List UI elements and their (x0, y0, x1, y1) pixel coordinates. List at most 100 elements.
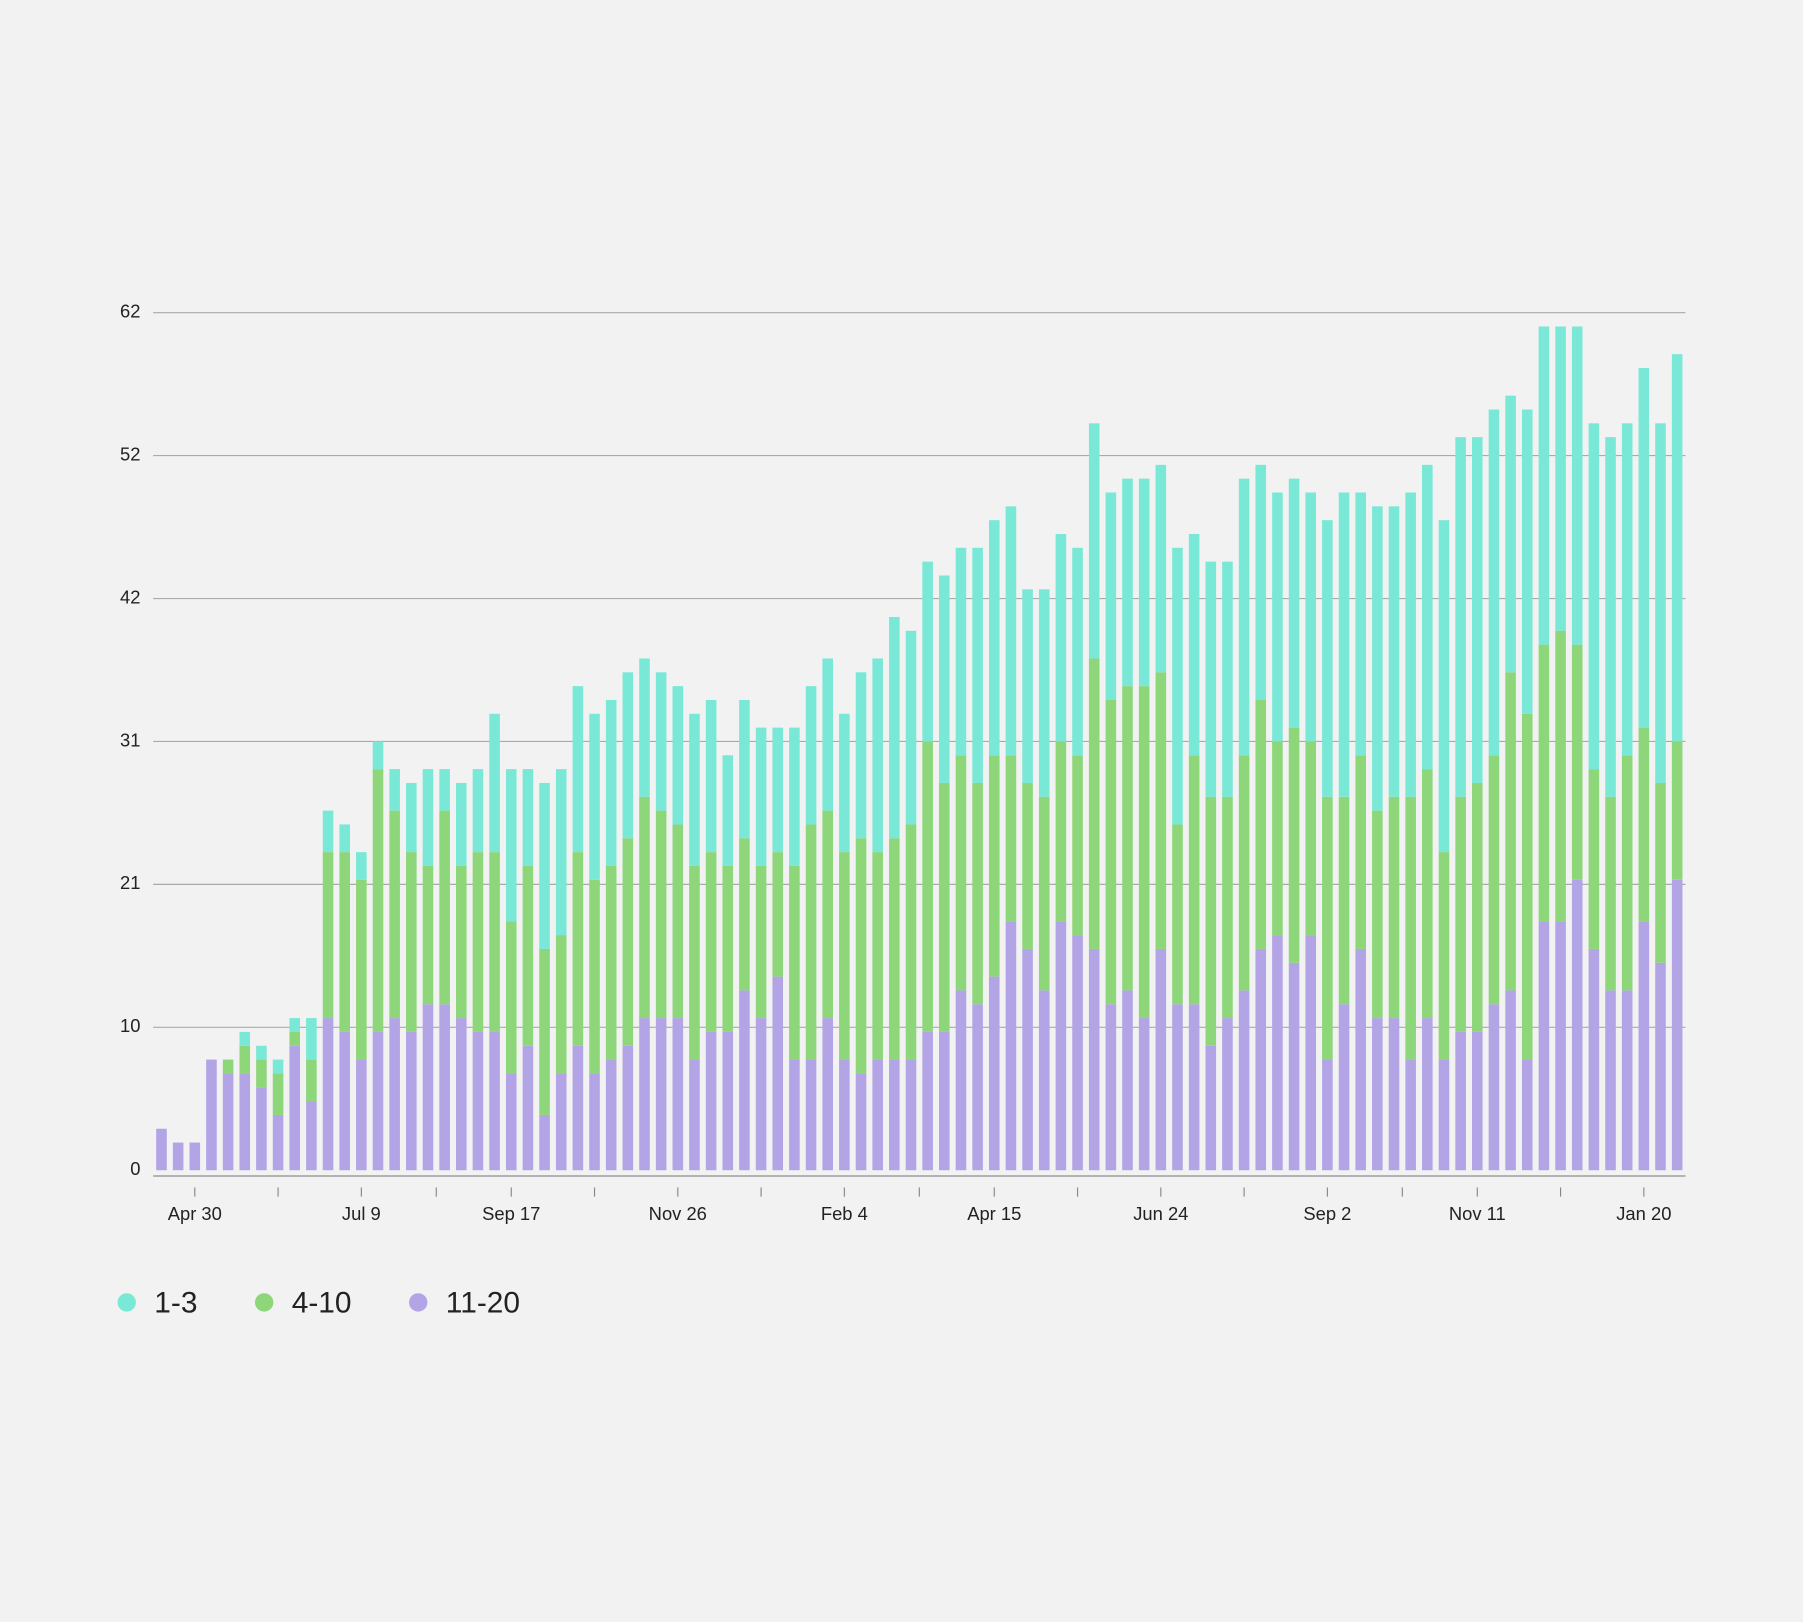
bar-segment (689, 713, 700, 866)
bar-segment (1272, 935, 1283, 1171)
bar-segment (1122, 686, 1133, 991)
x-tick-label: Feb 4 (821, 1203, 868, 1224)
bar-segment (1338, 1004, 1350, 1171)
bar-segment (1621, 755, 1633, 991)
bar-segment (1555, 630, 1566, 922)
bar-segment (622, 672, 634, 839)
bar-segment (1172, 1004, 1183, 1171)
bar-segment (222, 1059, 234, 1074)
bar-segment (222, 1073, 234, 1171)
bar-segment (922, 561, 933, 742)
bar-segment (1305, 935, 1317, 1171)
bar-segment (189, 1142, 201, 1171)
bar-segment (339, 824, 350, 853)
bar-segment (822, 658, 833, 811)
bar-segment (306, 1101, 317, 1171)
bar-segment (1638, 921, 1650, 1171)
bar-segment (1405, 492, 1416, 797)
bar-segment (605, 699, 617, 866)
bar-segment (905, 824, 917, 1060)
bar-segment (755, 727, 767, 866)
bar-segment (689, 1059, 700, 1171)
bar-segment (1222, 1018, 1233, 1171)
bar-segment (622, 1045, 634, 1171)
bar-segment (639, 1018, 650, 1171)
bar-segment (439, 810, 450, 1005)
bar-segment (872, 658, 883, 853)
bar-segment (389, 1018, 400, 1171)
bar-segment (1372, 810, 1383, 1019)
bar-segment (1255, 464, 1267, 700)
bar-segment (789, 727, 800, 866)
bar-segment (655, 1018, 667, 1171)
bar-segment (1155, 672, 1167, 949)
bar-segment (672, 824, 684, 1019)
y-tick-label: 42 (120, 586, 140, 607)
bar-segment (1222, 561, 1233, 797)
bar-segment (422, 769, 434, 866)
bar-segment (1205, 796, 1217, 1046)
bar-segment (306, 1059, 317, 1102)
bar-segment (1072, 547, 1083, 756)
bar-segment (1138, 1018, 1150, 1171)
bar-segment (539, 948, 550, 1115)
bar-segment (1238, 755, 1250, 991)
bar-segment (539, 1114, 550, 1171)
bar-segment (322, 810, 334, 853)
bar-segment (672, 1018, 684, 1171)
bar-segment (972, 782, 983, 1005)
bar-segment (889, 838, 900, 1060)
bar-segment (356, 852, 367, 880)
bar-segment (1205, 561, 1217, 797)
x-tick-label: Apr 30 (168, 1203, 222, 1224)
bar-segment (156, 1128, 167, 1171)
bar-segment (555, 769, 567, 936)
x-tick-label: Sep 2 (1303, 1203, 1351, 1224)
legend-marker (409, 1293, 428, 1312)
bar-segment (1671, 741, 1683, 880)
bar-segment (439, 1004, 450, 1171)
bar-segment (1172, 824, 1183, 1005)
bar-segment (1571, 644, 1583, 880)
bar-segment (572, 1045, 584, 1171)
bar-segment (389, 810, 400, 1019)
bar-segment (572, 686, 584, 853)
bar-segment (772, 852, 784, 977)
bar-segment (1538, 644, 1550, 922)
bar-segment (839, 852, 850, 1060)
bar-segment (256, 1059, 267, 1088)
bar-segment (1288, 962, 1300, 1171)
bar-segment (455, 865, 467, 1019)
bar-segment (1505, 990, 1516, 1171)
bar-segment (505, 769, 517, 922)
bar-segment (239, 1031, 251, 1046)
bar-segment (555, 935, 567, 1074)
bar-segment (1072, 755, 1083, 936)
x-tick-label: Jan 20 (1616, 1203, 1671, 1224)
bar-segment (489, 1031, 500, 1171)
bar-segment (605, 1059, 617, 1171)
bar-segment (489, 852, 500, 1032)
bar-segment (1372, 1018, 1383, 1171)
bar-segment (439, 769, 450, 811)
bar-segment (1188, 1004, 1200, 1171)
bar-segment (1605, 437, 1616, 797)
bar-segment (1638, 368, 1650, 728)
bar-segment (1088, 423, 1100, 659)
bar-segment (1521, 713, 1533, 1060)
bar-segment (1022, 948, 1033, 1171)
bar-segment (1605, 990, 1616, 1171)
bar-segment (389, 769, 400, 811)
bar-segment (589, 879, 600, 1074)
bar-segment (239, 1045, 251, 1074)
bar-segment (1255, 948, 1267, 1171)
bar-segment (256, 1087, 267, 1171)
bar-segment (1088, 658, 1100, 949)
y-tick-label: 0 (130, 1158, 140, 1179)
bar-segment (472, 1031, 484, 1171)
bar-segment (1388, 796, 1400, 1019)
bar-segment (955, 755, 967, 991)
